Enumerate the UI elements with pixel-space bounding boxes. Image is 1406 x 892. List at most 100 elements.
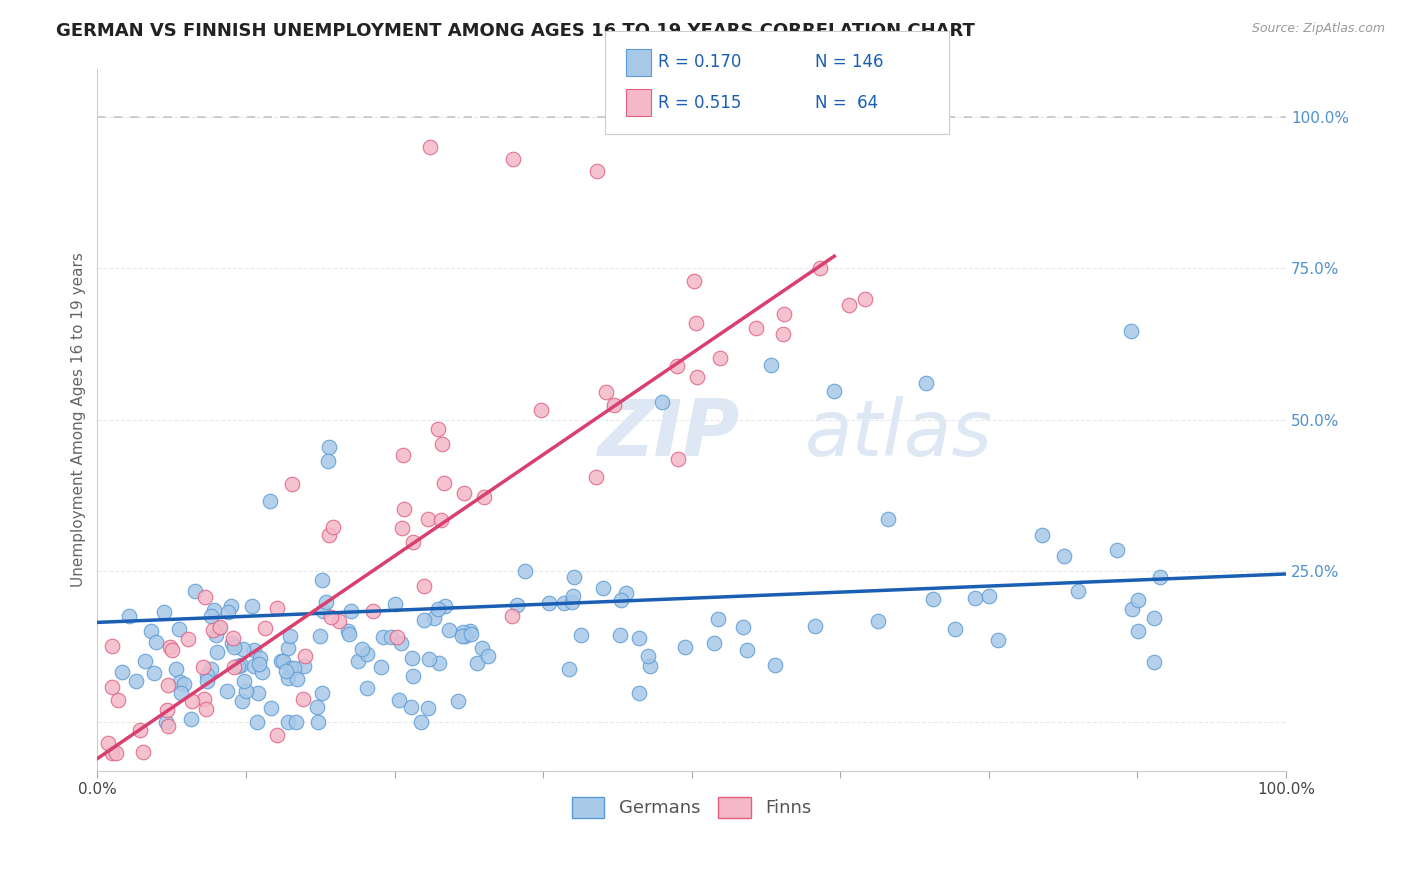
Point [561, 589, 583, 603]
Point [585, 469, 607, 483]
Point [703, 636, 725, 650]
Point [169, 686, 191, 700]
Point [1052, 549, 1074, 563]
Point [914, 376, 936, 390]
Point [569, 628, 592, 642]
Point [193, 691, 215, 706]
Point [283, 661, 305, 675]
Point [458, 624, 481, 638]
Point [477, 648, 499, 663]
Point [318, 440, 340, 454]
Point [205, 627, 228, 641]
Point [772, 307, 794, 321]
Point [100, 639, 122, 653]
Point [803, 618, 825, 632]
Point [294, 649, 316, 664]
Point [328, 614, 350, 628]
Point [388, 693, 411, 707]
Point [585, 164, 607, 178]
Point [447, 694, 470, 708]
Point [682, 274, 704, 288]
Point [419, 140, 441, 154]
Text: GERMAN VS FINNISH UNEMPLOYMENT AMONG AGES 16 TO 19 YEARS CORRELATION CHART: GERMAN VS FINNISH UNEMPLOYMENT AMONG AGE… [56, 22, 976, 40]
Point [202, 603, 225, 617]
Point [686, 369, 709, 384]
Point [337, 627, 360, 641]
Point [307, 715, 329, 730]
Point [249, 650, 271, 665]
Point [426, 601, 449, 615]
Point [208, 620, 231, 634]
Point [253, 621, 276, 635]
Text: atlas: atlas [804, 396, 993, 472]
Point [823, 384, 845, 399]
Point [411, 715, 433, 730]
Point [391, 521, 413, 535]
Point [222, 631, 245, 645]
Point [638, 659, 661, 673]
Point [305, 700, 328, 714]
Point [180, 694, 202, 708]
Point [651, 394, 673, 409]
Point [759, 358, 782, 372]
Point [876, 512, 898, 526]
Point [433, 475, 456, 490]
Point [340, 604, 363, 618]
Point [1143, 655, 1166, 669]
Point [506, 599, 529, 613]
Point [194, 702, 217, 716]
Point [200, 662, 222, 676]
Point [222, 660, 245, 674]
Point [853, 292, 876, 306]
Point [977, 589, 1000, 603]
Point [1126, 593, 1149, 607]
Legend: Germans, Finns: Germans, Finns [565, 789, 818, 825]
Point [285, 673, 308, 687]
Point [1067, 583, 1090, 598]
Text: R = 0.170: R = 0.170 [658, 54, 741, 71]
Point [352, 642, 374, 657]
Point [562, 570, 585, 584]
Point [337, 624, 360, 639]
Point [156, 677, 179, 691]
Point [165, 662, 187, 676]
Point [278, 629, 301, 643]
Point [311, 573, 333, 587]
Point [315, 594, 337, 608]
Point [235, 684, 257, 698]
Point [100, 680, 122, 694]
Point [592, 581, 614, 595]
Text: N = 146: N = 146 [815, 54, 884, 71]
Point [316, 454, 339, 468]
Point [561, 595, 583, 609]
Point [987, 633, 1010, 648]
Point [838, 297, 860, 311]
Point [205, 645, 228, 659]
Point [530, 403, 553, 417]
Point [460, 627, 482, 641]
Point [356, 648, 378, 662]
Point [159, 640, 181, 654]
Point [221, 636, 243, 650]
Point [118, 609, 141, 624]
Point [385, 630, 408, 644]
Point [233, 673, 256, 688]
Point [277, 640, 299, 655]
Point [413, 579, 436, 593]
Point [614, 585, 637, 599]
Point [418, 652, 440, 666]
Point [266, 728, 288, 742]
Point [666, 451, 689, 466]
Point [427, 656, 450, 670]
Point [247, 657, 270, 671]
Point [259, 493, 281, 508]
Point [709, 351, 731, 365]
Point [266, 601, 288, 615]
Point [402, 535, 425, 549]
Point [194, 590, 217, 604]
Point [231, 694, 253, 708]
Point [434, 599, 457, 614]
Point [271, 654, 294, 668]
Point [371, 630, 394, 644]
Point [215, 683, 238, 698]
